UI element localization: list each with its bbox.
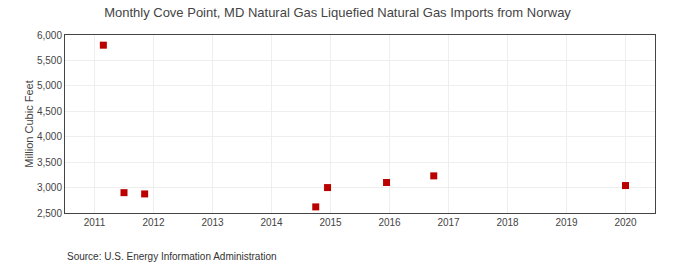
svg-text:6,000: 6,000 — [37, 30, 62, 41]
svg-text:2018: 2018 — [496, 217, 519, 228]
svg-text:2014: 2014 — [260, 217, 283, 228]
svg-text:Source: U.S. Energy Informatio: Source: U.S. Energy Information Administ… — [67, 251, 277, 262]
svg-text:2020: 2020 — [614, 217, 637, 228]
svg-text:2013: 2013 — [201, 217, 224, 228]
svg-text:3,000: 3,000 — [37, 182, 62, 193]
svg-text:Monthly Cove Point, MD Natural: Monthly Cove Point, MD Natural Gas Lique… — [104, 5, 571, 20]
svg-text:2012: 2012 — [142, 217, 165, 228]
svg-text:3,500: 3,500 — [37, 157, 62, 168]
svg-text:4,000: 4,000 — [37, 131, 62, 142]
svg-text:2011: 2011 — [84, 217, 106, 228]
svg-text:2019: 2019 — [555, 217, 578, 228]
svg-text:2,500: 2,500 — [37, 208, 62, 219]
svg-text:2015: 2015 — [319, 217, 342, 228]
svg-text:2017: 2017 — [437, 217, 460, 228]
svg-text:5,500: 5,500 — [37, 55, 62, 66]
svg-text:2016: 2016 — [378, 217, 401, 228]
svg-text:5,000: 5,000 — [37, 80, 62, 91]
svg-text:4,500: 4,500 — [37, 106, 62, 117]
svg-text:Million Cubic Feet: Million Cubic Feet — [23, 80, 35, 167]
